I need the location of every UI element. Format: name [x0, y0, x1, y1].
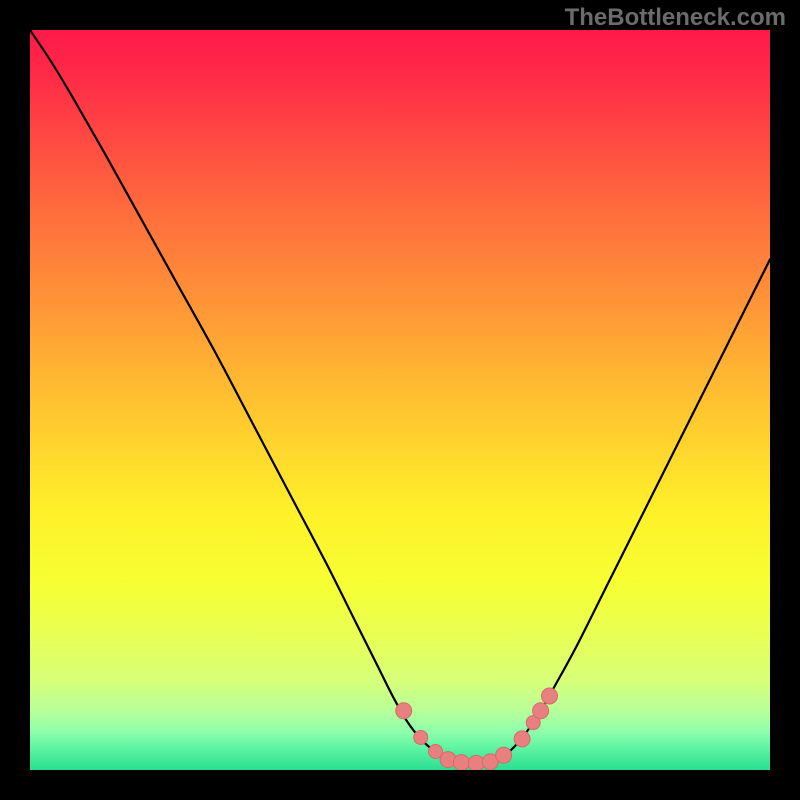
marker-point	[396, 703, 412, 719]
marker-point	[414, 730, 428, 744]
marker-point	[496, 747, 512, 763]
bottleneck-curve	[30, 30, 770, 764]
marker-point	[468, 755, 484, 771]
marker-point	[533, 703, 549, 719]
marker-point	[514, 731, 530, 747]
marker-point	[541, 688, 557, 704]
marker-point	[453, 755, 469, 771]
chart-svg	[0, 0, 800, 800]
watermark-text: TheBottleneck.com	[565, 4, 786, 32]
